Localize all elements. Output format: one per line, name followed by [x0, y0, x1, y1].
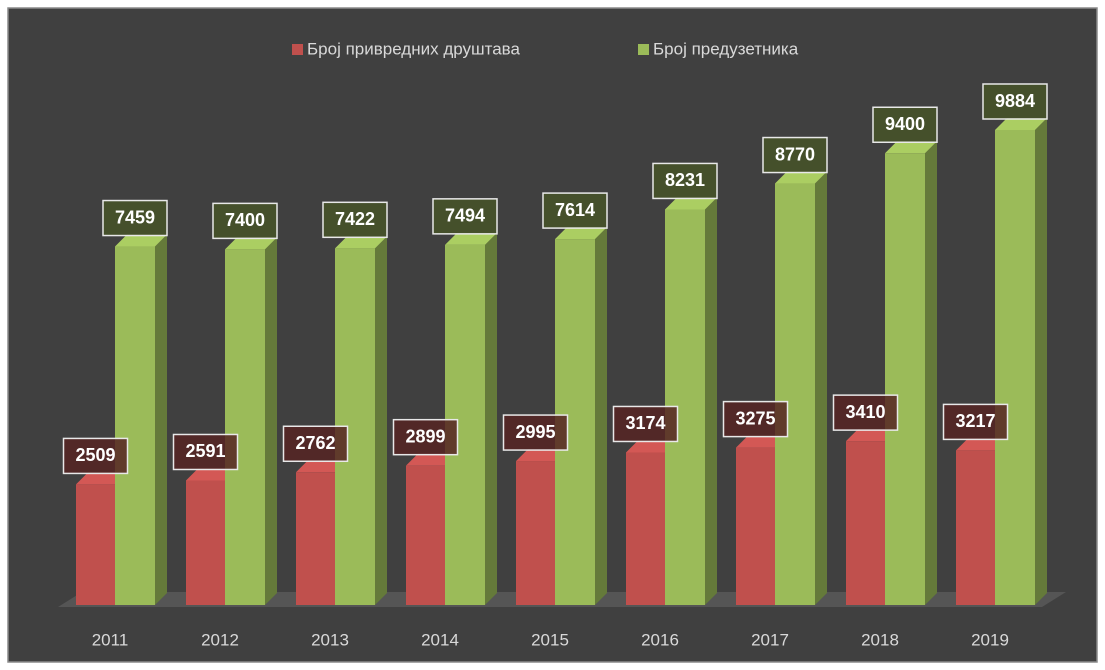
- value-label: 2509: [75, 445, 115, 465]
- bar: [76, 484, 115, 605]
- bar-top: [186, 468, 237, 481]
- value-label: 8231: [665, 170, 705, 190]
- value-label: 7459: [115, 207, 155, 227]
- bar-top: [516, 449, 567, 462]
- bar-top: [995, 118, 1047, 130]
- value-label: 7614: [555, 200, 595, 220]
- value-label: 2995: [515, 422, 555, 442]
- value-label: 3174: [625, 413, 665, 433]
- value-label-box: [172, 433, 239, 471]
- value-label-box: [942, 403, 1009, 441]
- x-tick-label: 2014: [421, 630, 459, 649]
- bar: [296, 472, 335, 605]
- bar-side: [595, 227, 607, 605]
- bar-top: [555, 227, 607, 240]
- bar-top: [846, 429, 897, 442]
- x-tick-label: 2018: [861, 630, 899, 649]
- value-label-box: [542, 192, 608, 229]
- bar-top: [775, 171, 827, 184]
- bar-top: [76, 472, 127, 485]
- bar: [406, 465, 445, 605]
- value-label: 9884: [995, 91, 1035, 111]
- value-label-box: [392, 418, 459, 456]
- bar-top: [885, 141, 937, 154]
- bar-top: [626, 440, 677, 453]
- value-label: 3217: [955, 411, 995, 431]
- value-label-box: [832, 394, 899, 431]
- bar-side: [265, 237, 277, 605]
- x-tick-label: 2013: [311, 630, 349, 649]
- bar: [516, 461, 555, 605]
- legend-label: Број привредних друштава: [307, 39, 521, 58]
- value-label-box: [652, 162, 718, 200]
- value-label-box: [322, 201, 388, 239]
- bar-side: [375, 236, 387, 605]
- bar-top: [115, 234, 167, 247]
- value-label-box: [62, 437, 129, 475]
- bar-top: [956, 438, 1007, 451]
- value-label-box: [722, 400, 789, 438]
- bar-top: [665, 197, 717, 210]
- legend-swatch: [638, 44, 649, 55]
- bar-top: [225, 237, 277, 250]
- bar-top: [335, 236, 387, 249]
- bar-top: [296, 460, 347, 473]
- x-tick-label: 2019: [971, 630, 1009, 649]
- bar-side: [155, 234, 167, 605]
- value-label-box: [502, 414, 569, 451]
- legend-swatch: [292, 44, 303, 55]
- value-label: 3275: [735, 408, 775, 428]
- bar-side: [485, 232, 497, 605]
- value-label: 8770: [775, 144, 815, 164]
- value-label-box: [432, 198, 498, 235]
- x-tick-label: 2016: [641, 630, 679, 649]
- value-label: 9400: [885, 114, 925, 134]
- bar-side: [1035, 118, 1047, 605]
- bar: [186, 480, 225, 605]
- value-label-box: [212, 202, 278, 240]
- value-label-box: [762, 136, 828, 174]
- value-label: 2899: [405, 426, 445, 446]
- bar: [995, 130, 1035, 605]
- bar-side: [705, 197, 717, 605]
- value-label: 3410: [845, 402, 885, 422]
- bar-top: [445, 232, 497, 245]
- value-label-box: [102, 199, 168, 237]
- value-label-box: [872, 106, 938, 144]
- x-tick-label: 2017: [751, 630, 789, 649]
- bar: [626, 452, 665, 605]
- bar-side: [815, 171, 827, 605]
- bar: [225, 249, 265, 605]
- value-label-box: [612, 405, 679, 443]
- x-tick-label: 2011: [92, 630, 129, 649]
- bar: [885, 153, 925, 605]
- legend-label: Број предузетника: [653, 39, 799, 58]
- bar-top: [406, 453, 457, 466]
- value-label-box: [982, 83, 1048, 120]
- bar: [775, 183, 815, 605]
- bar: [115, 246, 155, 605]
- bar: [846, 441, 885, 605]
- bar-side: [925, 141, 937, 605]
- bar: [956, 450, 995, 605]
- value-label: 2591: [185, 441, 225, 461]
- bar-top: [736, 435, 787, 448]
- value-label: 2762: [295, 433, 335, 453]
- value-label: 7422: [335, 209, 375, 229]
- value-label: 7400: [225, 210, 265, 230]
- bar: [736, 447, 775, 605]
- x-tick-label: 2012: [201, 630, 239, 649]
- value-label: 7494: [445, 206, 485, 226]
- x-tick-label: 2015: [531, 630, 569, 649]
- value-label-box: [282, 425, 349, 463]
